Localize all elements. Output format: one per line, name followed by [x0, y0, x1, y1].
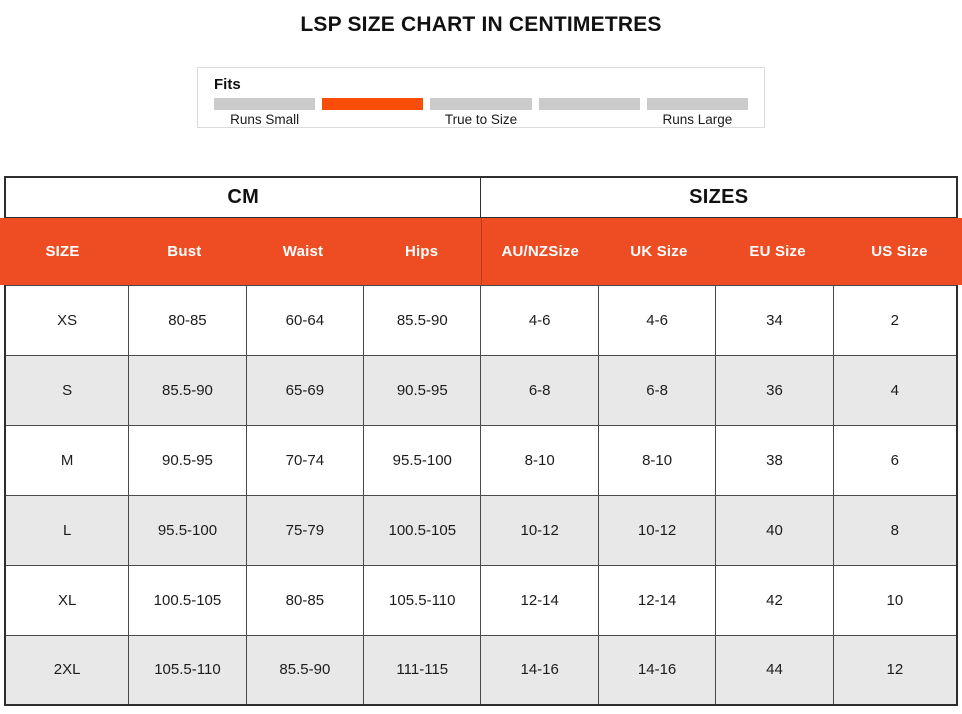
size-cell: 2XL: [4, 634, 130, 706]
table-cell: 44: [715, 634, 834, 706]
table-cell: 10-12: [597, 494, 717, 566]
table-cell: 6-8: [597, 354, 717, 426]
column-header-size: SIZE: [45, 242, 80, 260]
table-cell: 6-8: [480, 354, 599, 426]
table-cell: 100.5-105: [363, 494, 482, 566]
table-cell: 6: [832, 424, 958, 496]
column-header-uk-size: UK Size: [630, 242, 688, 260]
page-title: LSP SIZE CHART IN CENTIMETRES: [300, 13, 662, 36]
size-cell: L: [4, 494, 130, 566]
table-cell: 12-14: [597, 564, 717, 636]
table-cell: 70-74: [245, 424, 365, 496]
size-cell: XS: [4, 284, 130, 356]
column-header-eu-size: EU Size: [749, 242, 806, 260]
table-cell: 42: [715, 564, 834, 636]
fits-segment: [214, 98, 316, 110]
size-chart-data-table: XS 80-85 60-64 85.5-90 4-6 4-6 34 2 S 85.5-90 65-6…: [4, 284, 958, 706]
table-cell: 2: [832, 284, 958, 356]
table-cell: 10-12: [480, 494, 599, 566]
size-cell: S: [4, 354, 130, 426]
table-cell: 105.5-110: [128, 634, 247, 706]
table-cell: 80-85: [128, 284, 247, 356]
fits-segment: [430, 98, 532, 110]
table-cell: 80-85: [245, 564, 365, 636]
table-cell: 60-64: [245, 284, 365, 356]
table-cell: 12-14: [480, 564, 599, 636]
table-cell: 85.5-90: [363, 284, 482, 356]
table-row-xs: XS 80-85 60-64 85.5-90 4-6 4-6 34 2: [4, 284, 958, 356]
size-chart-group-header-table: CM SIZES: [4, 176, 958, 218]
group-header-row: CM SIZES: [5, 177, 957, 217]
table-cell: 10: [832, 564, 958, 636]
table-cell: 34: [715, 284, 834, 356]
column-header-us-size: US Size: [871, 242, 928, 260]
table-cell: 75-79: [245, 494, 365, 566]
fits-scale-runs-small: Runs Small: [230, 112, 300, 127]
fits-segment: [538, 98, 640, 110]
table-cell: 14-16: [597, 634, 717, 706]
table-cell: 14-16: [480, 634, 599, 706]
table-cell: 85.5-90: [128, 354, 247, 426]
table-row-s: S 85.5-90 65-69 90.5-95 6-8 6-8 36 4: [4, 354, 958, 426]
table-cell: 95.5-100: [128, 494, 247, 566]
table-cell: 85.5-90: [245, 634, 365, 706]
table-cell: 12: [832, 634, 958, 706]
column-header-hips: Hips: [404, 242, 439, 260]
column-header-row: SIZE Bust Waist Hips AU/NZSize UK Size EU Size…: [0, 217, 962, 285]
table-cell: 95.5-100: [363, 424, 482, 496]
table-cell: 65-69: [245, 354, 365, 426]
column-header-bust: Bust: [167, 242, 202, 260]
table-cell: 38: [715, 424, 834, 496]
table-row-xl: XL 100.5-105 80-85 105.5-110 12-14 12-14 42 10: [4, 564, 958, 636]
fits-label: Fits: [214, 76, 241, 93]
size-chart: CM SIZES SIZE Bust Waist Hips AU/NZSize UK Siz…: [0, 176, 962, 706]
table-cell: 90.5-95: [363, 354, 482, 426]
table-cell: 105.5-110: [363, 564, 482, 636]
fits-scale-labels: Runs Small True to Size Runs Large: [214, 112, 748, 128]
table-cell: 4-6: [480, 284, 599, 356]
group-header-sizes: SIZES: [480, 177, 957, 217]
table-cell: 100.5-105: [128, 564, 247, 636]
size-cell: M: [4, 424, 130, 496]
fits-scale-true-to-size: True to Size: [444, 112, 518, 127]
fits-indicator: Fits Runs Small True to Size Runs Large: [197, 67, 765, 128]
table-cell: 4: [832, 354, 958, 426]
size-cell: XL: [4, 564, 130, 636]
table-cell: 111-115: [363, 634, 482, 706]
table-row-2xl: 2XL 105.5-110 85.5-90 111-115 14-16 14-16 44 12: [4, 634, 958, 706]
table-cell: 8-10: [480, 424, 599, 496]
column-header-au-nzsize: AU/NZSize: [481, 218, 600, 285]
table-cell: 8: [832, 494, 958, 566]
table-cell: 40: [715, 494, 834, 566]
table-cell: 8-10: [597, 424, 717, 496]
fits-segment: [646, 98, 749, 110]
table-row-l: L 95.5-100 75-79 100.5-105 10-12 10-12 40 8: [4, 494, 958, 566]
fits-scale-runs-large: Runs Large: [662, 112, 733, 127]
table-row-m: M 90.5-95 70-74 95.5-100 8-10 8-10 38 6: [4, 424, 958, 496]
fits-bar: [214, 98, 749, 110]
table-cell: 36: [715, 354, 834, 426]
table-cell: 4-6: [597, 284, 717, 356]
fits-segment-active: [322, 98, 424, 110]
table-cell: 90.5-95: [128, 424, 247, 496]
column-header-waist: Waist: [282, 242, 324, 260]
group-header-cm: CM: [5, 177, 481, 217]
